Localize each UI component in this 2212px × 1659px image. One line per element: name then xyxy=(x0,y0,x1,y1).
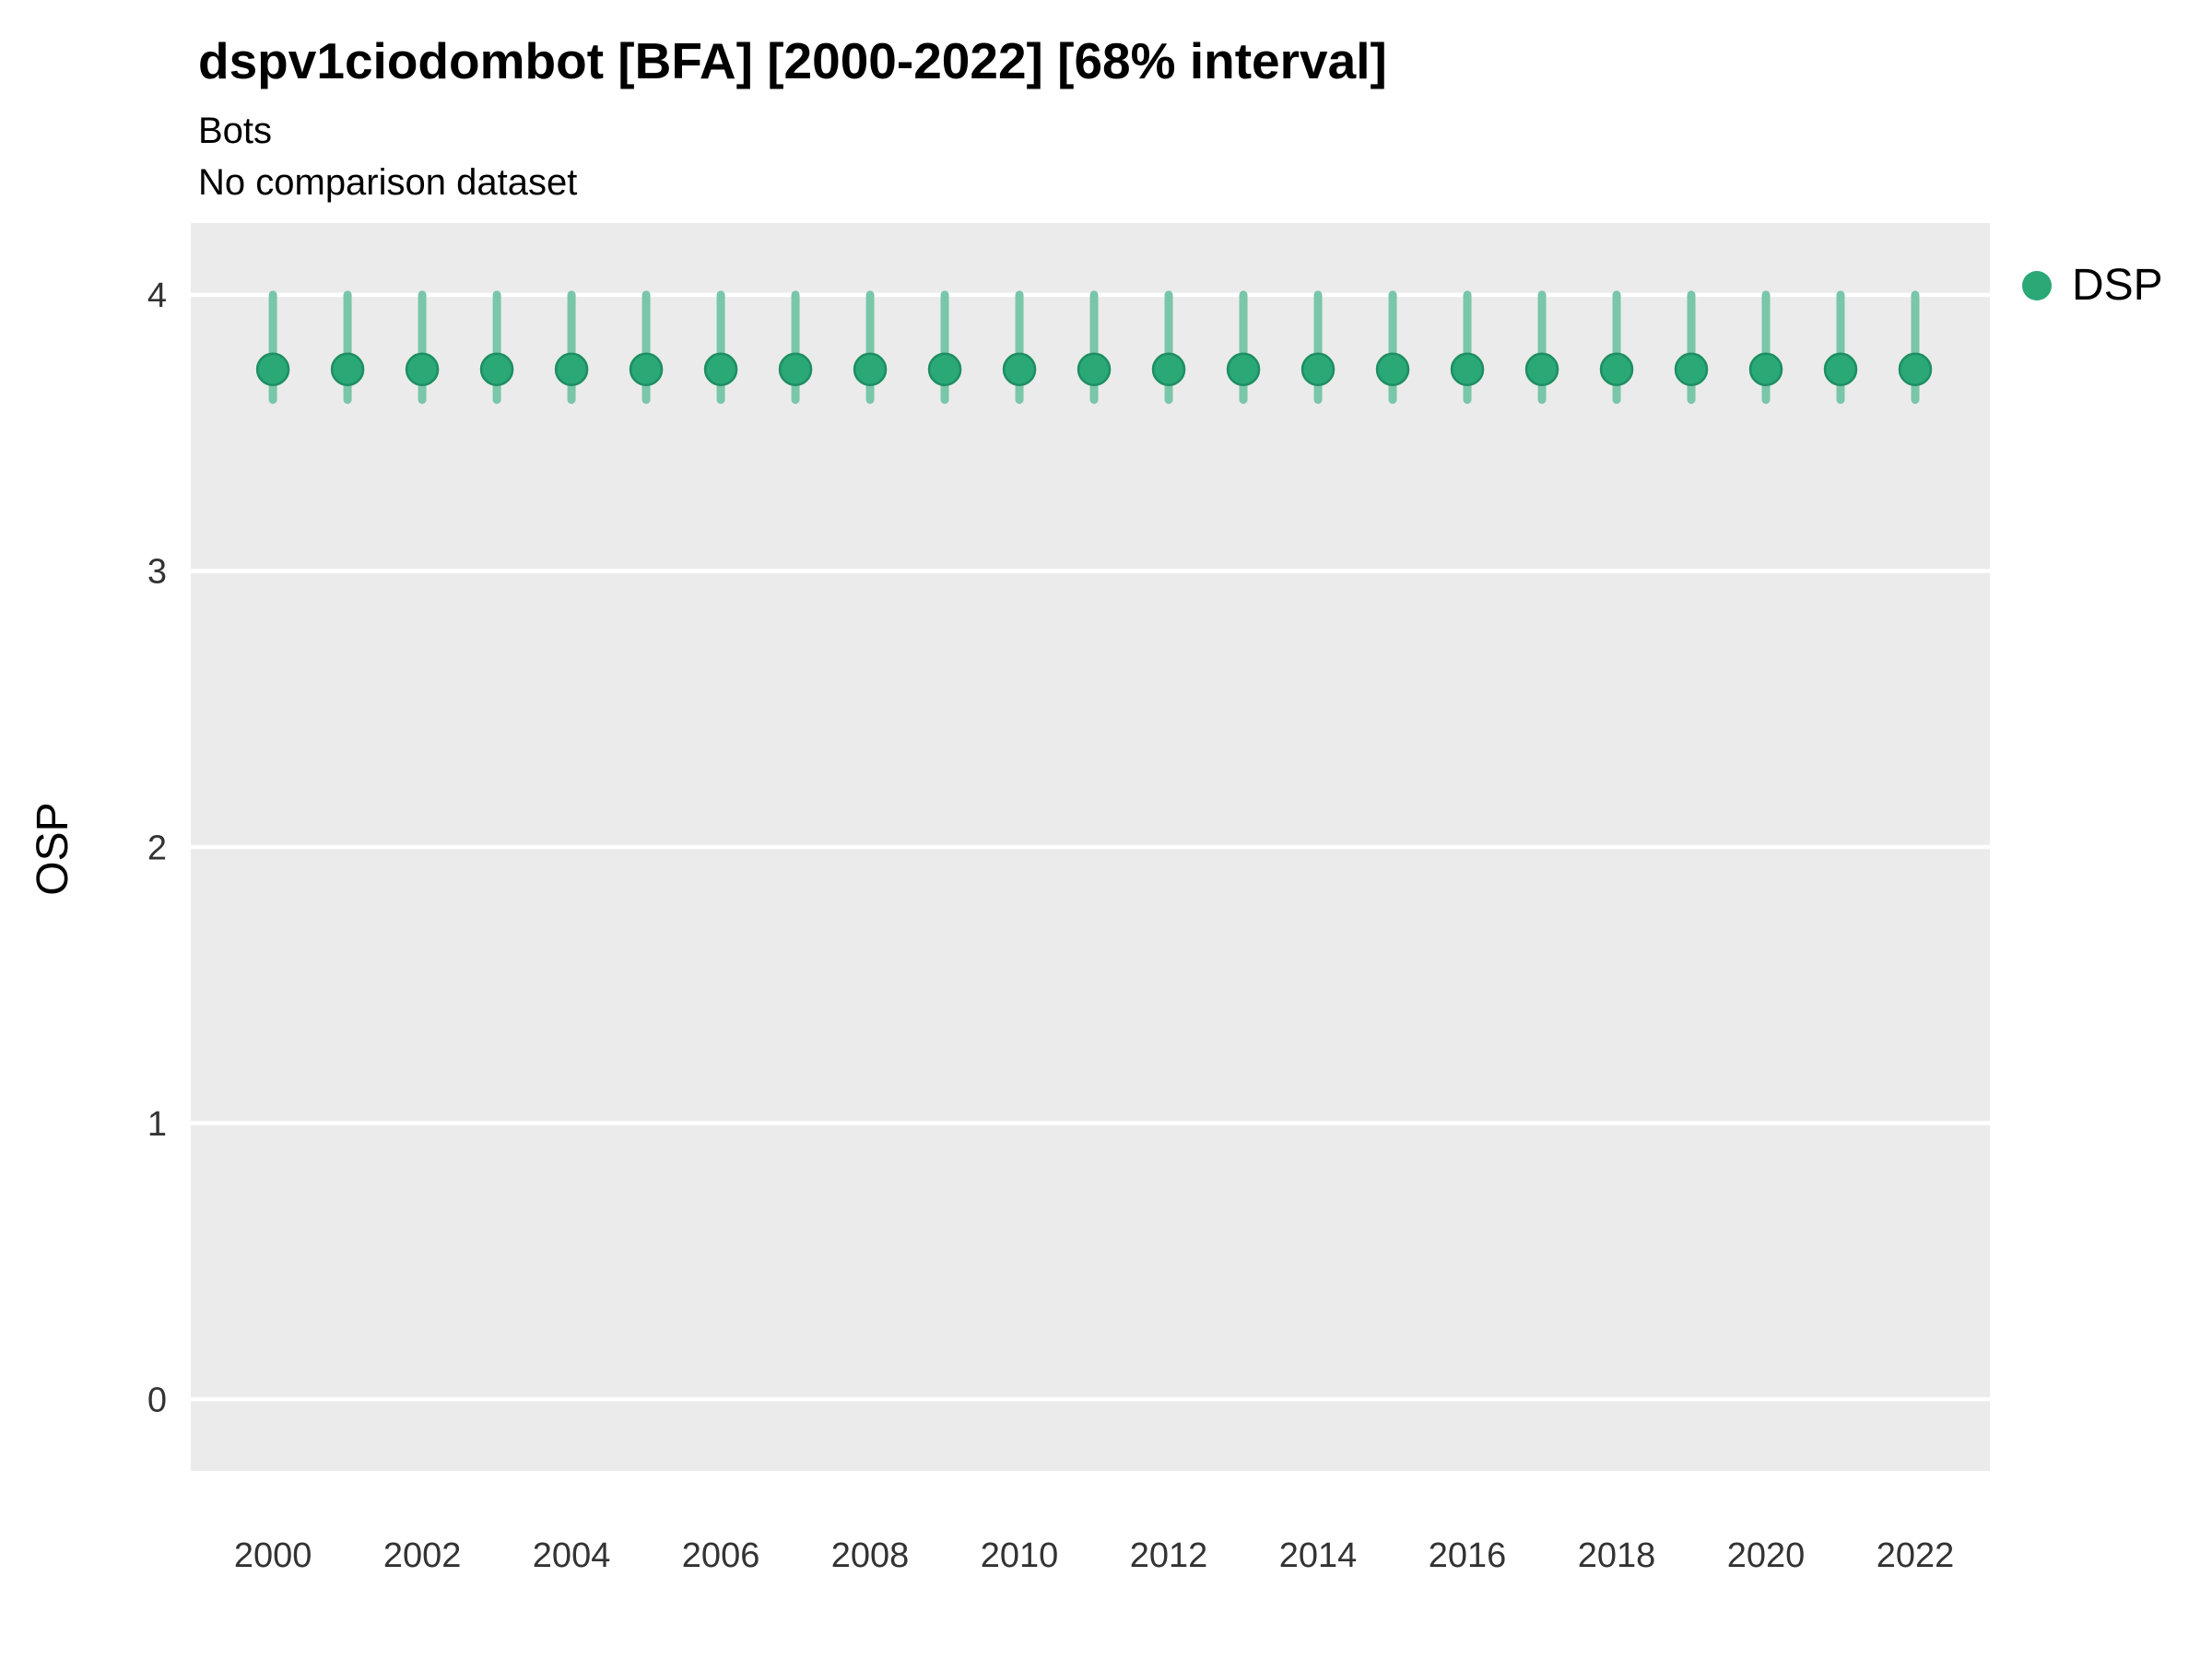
legend-dot-dsp xyxy=(2022,270,2052,300)
x-tick-label: 2000 xyxy=(234,1536,312,1575)
data-point xyxy=(1823,352,1858,387)
y-axis-label: OSP xyxy=(29,802,77,896)
data-point xyxy=(927,352,962,387)
legend: DSP xyxy=(2022,260,2163,311)
data-point xyxy=(1898,352,1933,387)
data-point xyxy=(1748,352,1783,387)
y-tick-label: 4 xyxy=(147,276,167,315)
x-tick-label: 2022 xyxy=(1877,1536,1955,1575)
data-point xyxy=(1151,352,1186,387)
x-tick-label: 2016 xyxy=(1429,1536,1507,1575)
x-tick-label: 2008 xyxy=(831,1536,910,1575)
legend-label-dsp: DSP xyxy=(2072,261,2163,310)
data-point xyxy=(1077,352,1112,387)
data-point xyxy=(629,352,664,387)
data-point xyxy=(1002,352,1037,387)
chart-subtitle: Bots xyxy=(198,111,273,151)
x-tick-label: 2014 xyxy=(1279,1536,1358,1575)
data-point xyxy=(255,352,290,387)
chart-comparison-note: No comparison dataset xyxy=(198,162,578,203)
x-tick-label: 2012 xyxy=(1130,1536,1208,1575)
data-point xyxy=(1450,352,1485,387)
data-point xyxy=(1226,352,1261,387)
x-tick-label: 2020 xyxy=(1727,1536,1806,1575)
data-point xyxy=(1300,352,1335,387)
data-point xyxy=(1599,352,1634,387)
data-point xyxy=(330,352,365,387)
x-tick-label: 2006 xyxy=(682,1536,760,1575)
y-tick-label: 0 xyxy=(147,1381,167,1419)
data-point xyxy=(554,352,589,387)
data-point xyxy=(1375,352,1410,387)
y-tick-label: 1 xyxy=(147,1105,167,1144)
y-tick-label: 3 xyxy=(147,553,167,592)
data-point xyxy=(703,352,738,387)
x-tick-label: 2004 xyxy=(533,1536,611,1575)
data-point xyxy=(1674,352,1709,387)
data-point xyxy=(405,352,440,387)
x-tick-label: 2010 xyxy=(981,1536,1059,1575)
x-tick-label: 2002 xyxy=(383,1536,462,1575)
data-point xyxy=(479,352,514,387)
y-tick-label: 2 xyxy=(147,829,167,867)
chart-title: dspv1ciodombot [BFA] [2000-2022] [68% in… xyxy=(198,32,1387,89)
x-tick-label: 2018 xyxy=(1578,1536,1656,1575)
data-point xyxy=(1524,352,1559,387)
data-point xyxy=(853,352,888,387)
data-point xyxy=(778,352,813,387)
